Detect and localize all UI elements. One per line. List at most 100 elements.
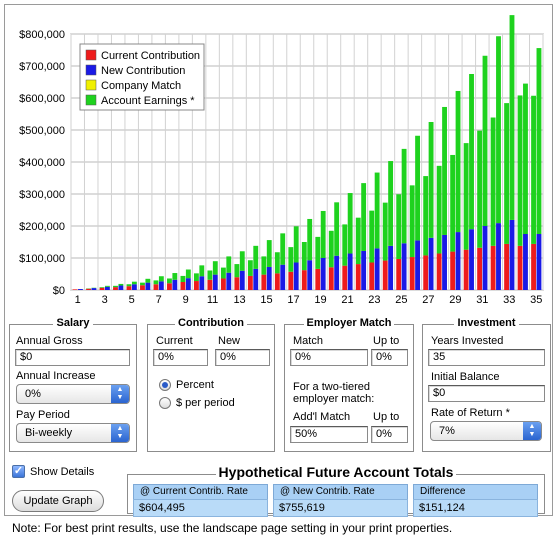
- bar-earnings: [239, 251, 245, 271]
- employer-match-title: Employer Match: [303, 317, 395, 329]
- tiered-text-line1: For a two-tiered: [293, 381, 371, 393]
- bar-earnings: [113, 285, 118, 288]
- bar-contribution: [239, 270, 245, 290]
- bar-contribution: [490, 245, 496, 290]
- percent-radio[interactable]: [159, 379, 171, 391]
- rate-of-return-select[interactable]: 7% ▲ ▼: [430, 421, 542, 441]
- years-invested-input[interactable]: 35: [428, 349, 545, 366]
- y-tick-label: $100,000: [19, 253, 65, 265]
- bar-earnings: [415, 135, 421, 241]
- x-tick-label: 29: [449, 294, 461, 306]
- bar-earnings: [153, 280, 159, 285]
- bar-contribution: [463, 249, 469, 290]
- bar-earnings: [509, 15, 515, 220]
- match-input[interactable]: 0%: [290, 349, 368, 366]
- bar-earnings: [226, 256, 232, 273]
- addl-match-input[interactable]: 50%: [290, 426, 368, 443]
- y-tick-label: $600,000: [19, 93, 65, 105]
- bar-earnings: [212, 261, 218, 275]
- bar-contribution: [86, 288, 91, 290]
- bar-contribution: [509, 219, 515, 290]
- bar-earnings: [450, 154, 456, 252]
- bar-contribution: [220, 278, 226, 290]
- bar-contribution: [104, 286, 110, 290]
- bar-contribution: [455, 232, 461, 290]
- annual-increase-label: Annual Increase: [16, 370, 96, 382]
- bar-earnings: [247, 260, 253, 276]
- y-tick-label: $300,000: [19, 189, 65, 201]
- annual-increase-value: 0%: [25, 388, 41, 400]
- legend-swatch: [85, 49, 97, 61]
- y-tick-label: $800,000: [19, 29, 65, 41]
- legend-label: Company Match: [101, 80, 181, 92]
- current-rate-label: @ Current Contrib. Rate: [133, 484, 268, 500]
- current-rate-total: $604,495: [133, 499, 268, 517]
- years-invested-label: Years Invested: [431, 335, 504, 347]
- annual-increase-select[interactable]: 0% ▲ ▼: [16, 384, 130, 404]
- x-tick-label: 27: [422, 294, 434, 306]
- bar-earnings: [172, 273, 178, 280]
- bar-earnings: [423, 176, 429, 256]
- employer-match-panel: Employer Match Match Up to 0% 0% For a t…: [284, 317, 414, 452]
- bar-contribution: [91, 288, 97, 290]
- bar-earnings: [496, 36, 501, 224]
- bar-contribution: [212, 274, 218, 290]
- addl-match-label: Add'l Match: [293, 411, 351, 423]
- bar-earnings: [274, 252, 280, 274]
- bar-earnings: [409, 185, 415, 258]
- bar-contribution: [328, 267, 334, 290]
- bar-earnings: [99, 287, 105, 288]
- x-tick-label: 5: [129, 294, 135, 306]
- dollar-per-period-radio[interactable]: [159, 397, 171, 409]
- contrib-current-input[interactable]: 0%: [153, 349, 208, 366]
- bar-earnings: [342, 224, 348, 266]
- bar-contribution: [266, 266, 272, 290]
- bar-earnings: [469, 74, 474, 230]
- bar-contribution: [199, 276, 205, 290]
- bar-earnings: [369, 210, 375, 263]
- contrib-new-input[interactable]: 0%: [215, 349, 270, 366]
- upto-input[interactable]: 0%: [371, 349, 408, 366]
- bar-contribution: [180, 282, 186, 290]
- bar-earnings: [253, 245, 259, 269]
- upto-label: Up to: [373, 335, 400, 347]
- bar-earnings: [207, 270, 213, 280]
- bar-earnings: [347, 193, 353, 254]
- bar-earnings: [193, 273, 199, 282]
- initial-balance-label: Initial Balance: [431, 371, 500, 383]
- bar-earnings: [482, 55, 488, 227]
- y-tick-label: $200,000: [19, 221, 65, 233]
- bar-contribution: [185, 278, 191, 290]
- upto2-input[interactable]: 0%: [371, 426, 408, 443]
- pay-period-value: Bi-weekly: [25, 427, 73, 439]
- legend-swatch: [85, 64, 97, 76]
- x-tick-label: 21: [341, 294, 353, 306]
- bar-earnings: [185, 269, 191, 279]
- x-tick-label: 9: [183, 294, 189, 306]
- bar-earnings: [307, 218, 313, 261]
- bar-contribution: [388, 245, 394, 290]
- bar-contribution: [374, 248, 380, 290]
- print-note: Note: For best print results, use the la…: [12, 521, 453, 535]
- bar-contribution: [401, 243, 407, 290]
- annual-gross-input[interactable]: $0: [15, 349, 130, 366]
- bar-contribution: [113, 287, 118, 290]
- bar-contribution: [167, 283, 172, 290]
- bar-contribution: [131, 284, 137, 290]
- y-tick-label: $700,000: [19, 61, 65, 73]
- bar-contribution: [315, 268, 321, 290]
- totals-title: Hypothetical Future Account Totals: [215, 464, 457, 480]
- bar-contribution: [320, 258, 326, 290]
- bar-contribution: [226, 272, 232, 290]
- bar-contribution: [118, 285, 124, 290]
- percent-label: Percent: [176, 379, 214, 391]
- pay-period-select[interactable]: Bi-weekly ▲ ▼: [16, 423, 130, 443]
- show-details-checkbox[interactable]: ✓: [12, 465, 25, 478]
- bar-earnings: [490, 117, 496, 246]
- bar-contribution: [274, 273, 280, 290]
- bar-contribution: [72, 289, 78, 290]
- update-graph-button[interactable]: Update Graph: [12, 490, 104, 512]
- x-tick-label: 17: [287, 294, 299, 306]
- initial-balance-input[interactable]: $0: [428, 385, 545, 402]
- legend-label: Account Earnings *: [101, 95, 195, 107]
